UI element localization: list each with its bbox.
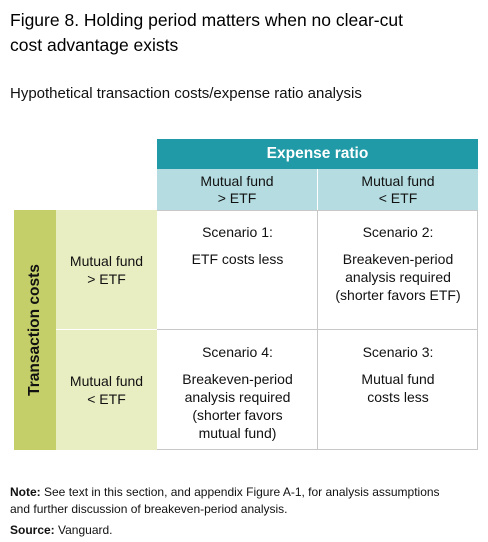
scenario-text: mutual fund) [198, 425, 277, 441]
figure-title: Figure 8. Holding period matters when no… [10, 8, 480, 58]
note-label: Note: [10, 485, 41, 499]
grid-vertical-divider [317, 210, 318, 450]
scenario-text: (shorter favors [192, 407, 283, 423]
row-header-line-1: Mutual fund [69, 373, 144, 389]
row-header-line-1: Mutual fund [69, 253, 144, 269]
note-text-line-1: See text in this section, and appendix F… [40, 485, 440, 499]
figure-source: Source: Vanguard. [10, 522, 480, 538]
column-header-line-2: > ETF [217, 189, 257, 206]
scenario-text: (shorter favors ETF) [335, 287, 461, 303]
scenario-4-cell: Scenario 4: Breakeven-period analysis re… [158, 343, 317, 442]
note-text-line-2: and further discussion of breakeven-peri… [10, 502, 288, 516]
column-header-line-1: Mutual fund [361, 172, 435, 189]
scenario-text: Breakeven-period [342, 251, 454, 267]
row-header-line-2: < ETF [87, 391, 126, 407]
scenario-text: analysis required [184, 389, 291, 405]
source-text: Vanguard. [54, 523, 113, 537]
figure-subtitle: Hypothetical transaction costs/expense r… [10, 85, 362, 102]
transaction-costs-label: Transaction costs [26, 264, 43, 396]
column-header-mf-less: Mutual fund < ETF [318, 169, 478, 210]
row-header-divider [56, 329, 157, 330]
column-header-line-1: Mutual fund [200, 172, 274, 189]
scenario-text: costs less [367, 389, 429, 405]
column-header-line-2: < ETF [378, 189, 418, 206]
source-label: Source: [10, 523, 55, 537]
row-header-mf-less: Mutual fund < ETF [56, 330, 157, 450]
scenario-text: analysis required [345, 269, 451, 285]
figure-title-line-1: Figure 8. Holding period matters when no… [10, 10, 403, 30]
scenario-title: Scenario 3: [362, 344, 434, 360]
scenario-text: Mutual fund [361, 371, 435, 387]
expense-ratio-header: Expense ratio [157, 139, 478, 169]
figure-title-line-2: cost advantage exists [10, 35, 179, 55]
row-header-line-2: > ETF [87, 271, 126, 287]
transaction-costs-header [14, 210, 56, 450]
scenario-title: Scenario 4: [202, 344, 273, 360]
scenario-3-cell: Scenario 3: Mutual fund costs less [318, 343, 478, 406]
figure-note: Note: See text in this section, and appe… [10, 484, 480, 518]
header-divider [317, 169, 318, 210]
scenario-text: Breakeven-period [182, 371, 293, 387]
column-header-mf-greater: Mutual fund > ETF [157, 169, 317, 210]
row-header-mf-greater: Mutual fund > ETF [56, 210, 157, 330]
scenario-title: Scenario 1: [202, 224, 273, 240]
grid-horizontal-divider [157, 329, 478, 330]
scenario-2-cell: Scenario 2: Breakeven-period analysis re… [318, 223, 478, 304]
scenario-title: Scenario 2: [362, 224, 434, 240]
scenario-1-cell: Scenario 1: ETF costs less [158, 223, 317, 268]
scenario-text: ETF costs less [191, 251, 284, 267]
